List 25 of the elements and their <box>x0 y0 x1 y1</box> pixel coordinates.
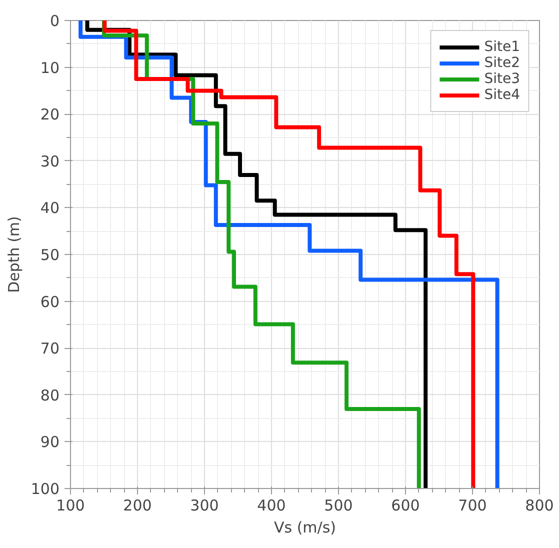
x-tick-label: 300 <box>190 496 219 514</box>
y-tick-label: 0 <box>50 12 60 30</box>
y-axis-title: Depth (m) <box>4 216 23 293</box>
x-tick-label: 200 <box>123 496 152 514</box>
y-tick-label: 20 <box>40 106 60 124</box>
x-axis-title: Vs (m/s) <box>274 518 336 536</box>
y-tick-label: 40 <box>40 199 60 218</box>
legend-label: Site4 <box>484 87 520 103</box>
x-tick-label: 800 <box>525 496 554 514</box>
y-tick-label: 100 <box>30 480 60 498</box>
y-tick-label: 50 <box>40 246 60 264</box>
x-tick-label: 700 <box>458 496 487 514</box>
y-tick-label: 30 <box>40 152 60 170</box>
y-tick-label: 60 <box>40 292 60 311</box>
x-tick-label: 500 <box>324 496 353 514</box>
y-tick-label: 10 <box>40 58 60 77</box>
x-tick-label: 400 <box>257 496 286 514</box>
legend-label: Site3 <box>484 71 520 87</box>
x-tick-label: 600 <box>391 496 420 514</box>
x-tick-label: 100 <box>56 496 85 514</box>
legend-label: Site2 <box>484 55 520 71</box>
y-tick-label: 90 <box>40 433 60 452</box>
y-tick-label: 70 <box>40 340 60 358</box>
legend-label: Site1 <box>484 39 520 55</box>
y-tick-label: 80 <box>40 386 60 404</box>
